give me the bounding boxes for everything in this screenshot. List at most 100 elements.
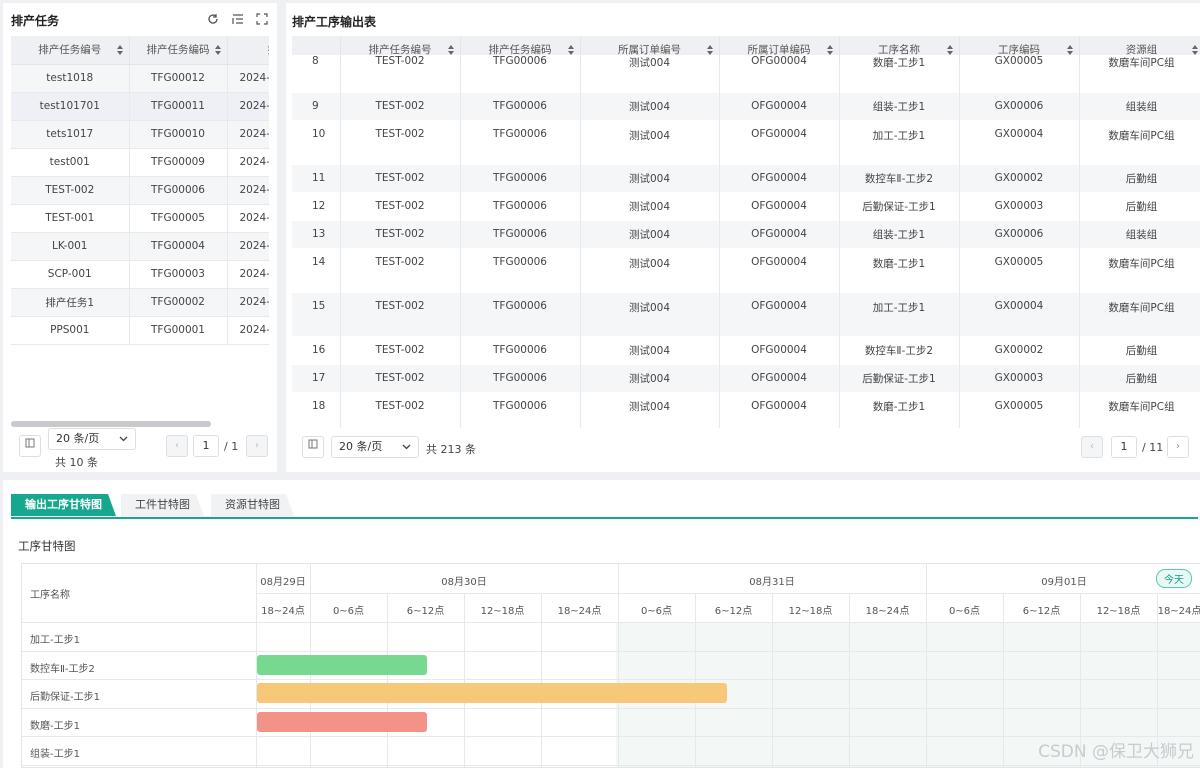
table-row[interactable]: 9 TEST-002 TFG00006 测试004 OFG00004 组装-工步1 GX00… bbox=[292, 92, 1200, 121]
table-cell: LK-001 bbox=[11, 232, 130, 261]
gantt-bar[interactable] bbox=[257, 711, 427, 732]
sort-icon[interactable] bbox=[447, 45, 454, 55]
prev-page-button[interactable]: ‹ bbox=[1081, 436, 1103, 458]
next-page-button[interactable]: › bbox=[246, 435, 268, 457]
sort-icon[interactable] bbox=[706, 45, 713, 55]
table-cell: 组装组 bbox=[1079, 92, 1200, 121]
page-input[interactable]: 1 bbox=[193, 435, 219, 457]
tab-resource-gantt[interactable]: 资源甘特图 bbox=[211, 494, 294, 516]
sort-icon[interactable] bbox=[946, 45, 953, 55]
sort-icon[interactable] bbox=[1191, 45, 1198, 55]
time-slot-label: 0~6点 bbox=[948, 606, 981, 617]
tab-workpiece-gantt[interactable]: 工件甘特图 bbox=[121, 494, 204, 516]
tab-output-gantt[interactable]: 输出工序甘特图 bbox=[11, 494, 116, 516]
divider bbox=[22, 650, 1200, 652]
table-row[interactable]: 8 TEST-002 TFG00006 测试004 OFG00004 数磨-工步1 GX00… bbox=[292, 54, 1200, 93]
table-cell: TFG00011 bbox=[129, 92, 228, 121]
table-cell: 排产任务1 bbox=[11, 288, 130, 317]
refresh-icon[interactable] bbox=[206, 12, 220, 26]
chevron-down-icon bbox=[402, 444, 411, 450]
table-cell: TFG00010 bbox=[129, 120, 228, 149]
table-cell: GX00005 bbox=[959, 392, 1080, 421]
time-slot-label: 18~24点 bbox=[557, 606, 602, 617]
table-cell: SCP-001 bbox=[11, 260, 130, 289]
table-row[interactable]: 12 TEST-002 TFG00006 测试004 OFG00004 后勤保证-工步1 G… bbox=[292, 192, 1200, 221]
table-cell: OFG00004 bbox=[719, 92, 840, 121]
table-cell: 后勤组 bbox=[1079, 364, 1200, 393]
table-row[interactable]: 18 TEST-002 TFG00006 测试004 OFG00004 数磨-工步1 GX0… bbox=[292, 392, 1200, 421]
table-cell: 12 bbox=[292, 192, 341, 221]
table-cell: TFG00006 bbox=[460, 292, 581, 337]
column-toggle-button[interactable] bbox=[19, 435, 41, 457]
process-output-panel: 排产工序输出表 排产任务编号 排产任务编码 所属订单编号 所属订单编码 工序名称 工序编码… bbox=[286, 3, 1200, 472]
column-header[interactable]: 排产任务编码 bbox=[129, 36, 228, 65]
table-cell: 2024-1 bbox=[227, 120, 269, 149]
table-row[interactable]: 16 TEST-002 TFG00006 测试004 OFG00004 数控车Ⅱ-工步2 G… bbox=[292, 336, 1200, 365]
task-name: 数磨-工步1 bbox=[30, 720, 80, 732]
table-row[interactable]: 13 TEST-002 TFG00006 测试004 OFG00004 组装-工步1 GX0… bbox=[292, 220, 1200, 249]
today-badge[interactable]: 今天 bbox=[1156, 569, 1192, 588]
table-cell: TFG00003 bbox=[129, 260, 228, 289]
divider bbox=[22, 622, 1200, 623]
column-header[interactable]: 提 bbox=[227, 36, 269, 65]
divider bbox=[618, 593, 619, 767]
page-size-select[interactable]: 20 条/页 bbox=[331, 436, 419, 458]
gantt-name-header: 工序名称 bbox=[30, 590, 70, 601]
date-label: 08月29日 bbox=[260, 577, 306, 588]
table-cell: TEST-002 bbox=[340, 192, 461, 221]
sort-icon[interactable] bbox=[1066, 45, 1073, 55]
table-cell: 11 bbox=[292, 164, 341, 193]
table-row[interactable]: 11 TEST-002 TFG00006 测试004 OFG00004 数控车Ⅱ-工步2 G… bbox=[292, 164, 1200, 193]
table-row[interactable]: 17 TEST-002 TFG00006 测试004 OFG00004 后勤保证-工步1 G… bbox=[292, 364, 1200, 393]
table-row[interactable]: 15 TEST-002 TFG00006 测试004 OFG00004 加工-工步1 GX0… bbox=[292, 292, 1200, 337]
table-cell: OFG00004 bbox=[719, 292, 840, 337]
page-size-select[interactable]: 20 条/页 bbox=[48, 428, 136, 450]
gantt-bar[interactable] bbox=[257, 654, 427, 675]
table-cell: 数磨车间PC组 bbox=[1079, 54, 1200, 93]
table-row[interactable]: 14 TEST-002 TFG00006 测试004 OFG00004 数磨-工步1 GX0… bbox=[292, 248, 1200, 293]
sort-icon[interactable] bbox=[567, 45, 574, 55]
next-page-button[interactable]: › bbox=[1167, 436, 1189, 458]
divider bbox=[618, 564, 619, 593]
time-slot-label: 6~12点 bbox=[1022, 606, 1061, 617]
table-cell: 2024-1 bbox=[227, 260, 269, 289]
table-cell: 组装组 bbox=[1079, 220, 1200, 249]
table-cell: TFG00006 bbox=[460, 392, 581, 421]
time-slot-label: 12~18点 bbox=[788, 606, 833, 617]
table-cell: 测试004 bbox=[580, 192, 720, 221]
column-settings-icon[interactable] bbox=[231, 12, 245, 26]
sort-icon[interactable] bbox=[116, 45, 123, 55]
page-input[interactable]: 1 bbox=[1111, 436, 1137, 458]
table-cell: 2024-1 bbox=[227, 316, 269, 345]
horizontal-scrollbar[interactable] bbox=[11, 421, 211, 427]
fullscreen-icon[interactable] bbox=[255, 12, 269, 26]
task-name: 后勤保证-工步1 bbox=[30, 692, 100, 704]
sort-icon[interactable] bbox=[214, 45, 221, 55]
column-toggle-button[interactable] bbox=[302, 436, 324, 458]
table-cell: PPS001 bbox=[11, 316, 130, 345]
table-cell: 数磨-工步1 bbox=[839, 248, 960, 293]
task-name: 数控车Ⅱ-工步2 bbox=[30, 663, 95, 675]
divider bbox=[22, 765, 1200, 766]
page-count: / 1 bbox=[224, 440, 239, 453]
prev-page-button[interactable]: ‹ bbox=[166, 435, 188, 457]
table-cell: test001 bbox=[11, 148, 130, 177]
divider bbox=[256, 593, 1200, 594]
table-cell: GX00002 bbox=[959, 164, 1080, 193]
table-row[interactable]: 10 TEST-002 TFG00006 测试004 OFG00004 加工-工步1 GX0… bbox=[292, 120, 1200, 165]
sort-icon[interactable] bbox=[826, 45, 833, 55]
table-cell: 测试004 bbox=[580, 292, 720, 337]
table-cell: 2024-1 bbox=[227, 92, 269, 121]
column-header[interactable]: 排产任务编号 bbox=[11, 36, 130, 65]
gantt-bar[interactable] bbox=[257, 683, 727, 704]
